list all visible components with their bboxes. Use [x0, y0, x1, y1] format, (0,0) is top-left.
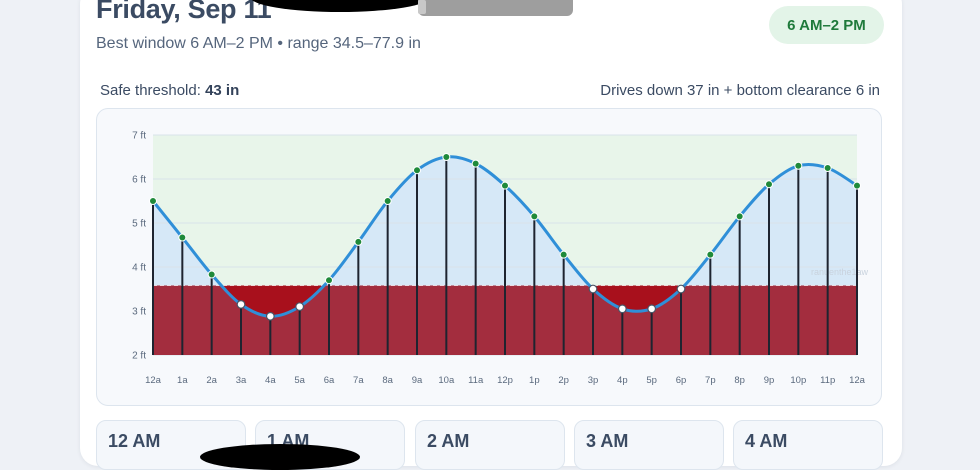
x-tick-label: 9a	[412, 375, 423, 386]
x-tick-label: 8p	[734, 375, 745, 386]
tide-chart: 2 ft 3 ft 4 ft 5 ft 6 ft 7 ft ranuenthe1aw 12a 1…	[132, 131, 869, 387]
data-point-safe	[853, 181, 861, 190]
data-point-safe	[794, 161, 803, 170]
data-point-safe	[471, 159, 480, 168]
x-tick-label: 2a	[206, 375, 217, 386]
data-point-safe	[149, 197, 157, 205]
hour-card-label: 12 AM	[108, 431, 161, 451]
data-point-safe	[413, 166, 421, 175]
x-tick-label: 7a	[353, 375, 364, 386]
hour-card-label: 4 AM	[745, 431, 788, 451]
x-tick-label: 11p	[820, 375, 835, 386]
data-point-safe	[735, 212, 744, 221]
data-point-safe	[559, 250, 568, 259]
x-tick-label: 8a	[382, 375, 393, 386]
safe-threshold: Safe threshold: 43 in	[100, 82, 239, 99]
x-tick-label: 5p	[646, 375, 657, 386]
data-point-safe	[383, 197, 392, 205]
data-point-unsafe	[617, 304, 627, 314]
data-point-safe	[354, 237, 363, 246]
data-point-safe	[765, 180, 773, 189]
watermark: ranuenthe1aw	[811, 267, 869, 277]
data-point-safe	[501, 181, 509, 190]
x-tick-label: 5a	[294, 375, 305, 386]
page-title: Friday, Sep 11	[96, 0, 272, 24]
draft-info: Drives down 37 in + bottom clearance 6 i…	[600, 82, 880, 99]
data-point-unsafe	[588, 284, 598, 294]
x-tick-label: 6p	[676, 375, 687, 386]
x-tick-label: 3p	[588, 375, 599, 386]
data-point-safe	[706, 250, 715, 259]
data-point-unsafe	[236, 299, 246, 309]
y-tick-label: 5 ft	[132, 219, 146, 230]
x-tick-label: 10p	[790, 375, 806, 386]
x-tick-label: 12p	[497, 375, 513, 386]
threshold-label: Safe threshold:	[100, 82, 206, 99]
redaction-mark	[250, 0, 430, 12]
y-tick-label: 3 ft	[132, 307, 146, 318]
data-point-unsafe	[265, 311, 275, 321]
hour-card[interactable]: 4 AM	[733, 420, 883, 470]
x-tick-label: 6a	[324, 375, 335, 386]
threshold-value: 43 in	[205, 82, 240, 99]
data-point-unsafe	[676, 284, 686, 294]
y-tick-label: 7 ft	[132, 131, 146, 142]
x-tick-label: 10a	[438, 375, 455, 386]
data-point-unsafe	[295, 302, 305, 312]
data-point-safe	[178, 233, 187, 242]
x-tick-label: 12a	[145, 375, 162, 386]
hour-card-label: 3 AM	[586, 431, 629, 451]
x-tick-label: 7p	[705, 375, 716, 386]
hour-card[interactable]: 3 AM	[574, 420, 724, 470]
x-tick-label: 3a	[236, 375, 247, 386]
data-point-safe	[442, 153, 451, 161]
x-tick-label: 12a	[849, 375, 866, 386]
grabber-notch	[418, 0, 426, 14]
y-tick-label: 4 ft	[132, 263, 146, 274]
hour-card-label: 2 AM	[427, 431, 470, 451]
x-tick-label: 1a	[177, 375, 188, 386]
hour-card[interactable]: 2 AM	[415, 420, 565, 470]
x-tick-label: 4a	[265, 375, 276, 386]
redaction-mark	[200, 444, 360, 470]
best-window-badge: 6 AM–2 PM	[769, 6, 884, 44]
y-tick-label: 2 ft	[132, 351, 146, 362]
data-point-unsafe	[647, 304, 657, 314]
x-tick-label: 11a	[468, 375, 484, 386]
x-tick-label: 1p	[529, 375, 540, 386]
data-point-safe	[207, 270, 216, 279]
data-point-safe	[325, 276, 333, 285]
data-point-safe	[823, 164, 832, 172]
x-tick-label: 2p	[558, 375, 569, 386]
y-tick-label: 6 ft	[132, 175, 146, 186]
x-tick-label: 4p	[617, 375, 628, 386]
window-summary: Best window 6 AM–2 PM • range 34.5–77.9 …	[96, 35, 421, 52]
x-tick-label: 9p	[764, 375, 775, 386]
sheet-grabber[interactable]	[418, 0, 573, 16]
data-point-safe	[530, 212, 539, 221]
